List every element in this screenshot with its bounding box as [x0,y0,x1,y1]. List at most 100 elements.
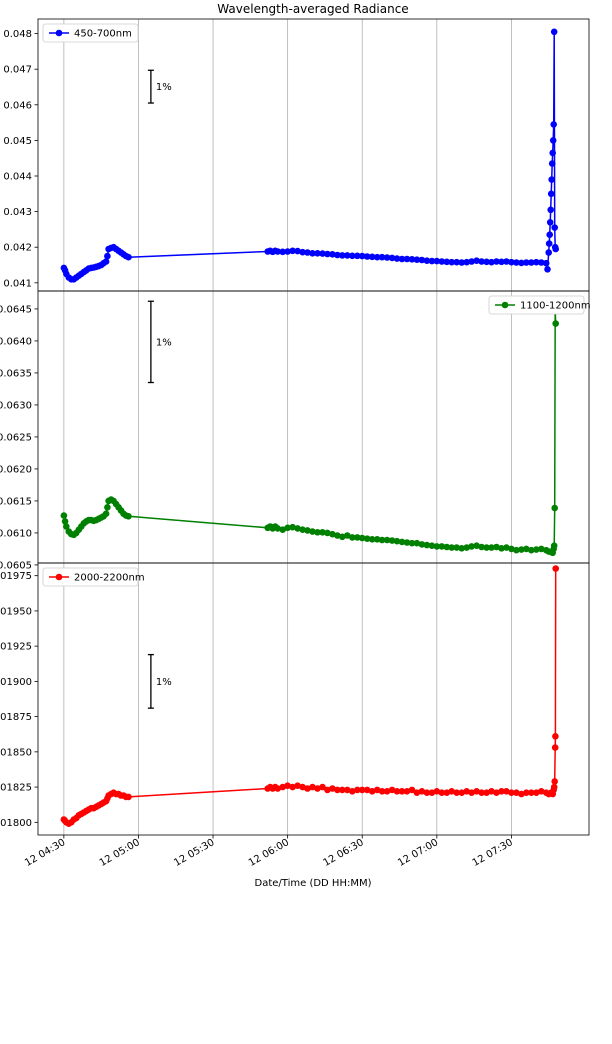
data-point [319,783,326,791]
data-point [468,789,475,796]
y-tick-label: 0.01900 [0,677,32,688]
data-point [550,121,557,128]
data-point [299,248,306,256]
data-point [498,788,505,795]
data-point [378,536,386,544]
data-point [448,788,456,795]
data-point [458,789,466,796]
y-tick-label: 0.01950 [0,606,32,617]
data-point [363,786,371,794]
data-point [398,538,406,546]
data-point [518,259,525,267]
data-point [102,258,110,265]
data-point [368,536,376,543]
data-point [548,176,555,183]
data-point [551,224,558,231]
panel-1: 0.041 0.042 0.043 0.044 0.045 0.046 0.047 0.048… [3,18,590,292]
data-point [508,789,515,796]
data-point [453,258,461,266]
data-point [314,529,321,536]
data-point [329,251,336,258]
legend-label: 450-700nm [74,29,132,40]
data-point [398,255,406,263]
y-tick-label: 0.047 [3,65,32,76]
data-point [319,529,326,536]
data-point [413,789,421,796]
data-point [533,789,540,796]
data-point [546,231,553,238]
data-point [334,251,341,259]
data-point [448,258,456,266]
data-point [552,320,559,327]
panels-layer: 0.041 0.042 0.043 0.044 0.045 0.046 0.047 0.048… [0,18,591,836]
data-point [545,249,552,256]
data-point [304,249,311,256]
data-point [339,252,346,259]
data-point [398,788,406,795]
legend-label: 1100-1200nm [520,301,591,312]
data-point [498,545,505,552]
data-point [284,782,291,789]
y-tick-label: 0.01800 [0,818,32,829]
y-tick-label: 0.0645 [0,304,32,315]
y-tick-label: 0.0635 [0,368,32,379]
data-point [513,546,520,554]
data-point [453,544,461,551]
data-point [418,256,426,264]
data-point [542,259,550,267]
data-point [508,545,515,553]
data-point [378,253,386,261]
data-point [428,257,436,265]
data-point [443,258,451,266]
data-point [549,137,557,144]
panel-frame [37,562,590,836]
data-point [368,253,376,261]
panel-2: 0.0605 0.0610 0.0615 0.0620 0.0625 0.0630 0.06… [0,290,591,571]
data-point [60,512,68,519]
y-tick-label: 0.044 [3,172,32,183]
data-point [550,28,558,36]
data-point [274,248,282,255]
data-point [304,527,311,534]
y-tick-label: 0.046 [3,100,32,111]
y-tick-label: 0.0620 [0,464,32,475]
data-point [61,518,69,525]
data-point [549,149,556,157]
data-point [329,530,336,538]
data-point [408,786,416,794]
data-point [473,788,480,795]
data-point [547,190,555,198]
data-point [423,541,431,549]
data-point [104,504,111,511]
legend: 1100-1200nm [488,295,591,315]
y-tick-label: 0.041 [3,278,32,289]
data-point [523,259,530,266]
data-point [388,537,396,544]
data-point [547,206,554,214]
data-point [413,539,421,547]
legend-frame [42,23,139,43]
scale-bar-label: 1% [156,677,172,688]
data-point [503,544,510,551]
data-point [125,253,132,261]
data-point [438,258,446,265]
data-point [552,565,559,572]
data-point [319,250,326,257]
data-point [473,542,480,549]
data-point [433,543,441,550]
data-point [528,546,535,554]
data-point [551,778,558,785]
scale-bar-label: 1% [156,337,172,348]
y-tick-label: 0.01875 [0,712,32,723]
data-point [309,250,316,257]
data-point [403,539,411,546]
data-point [354,534,361,541]
data-point [339,786,346,794]
scale-bar: 1% [147,300,172,384]
data-point [483,544,490,551]
data-point [344,532,351,539]
data-point [383,788,391,795]
data-point [289,783,296,791]
data-point [493,258,500,265]
